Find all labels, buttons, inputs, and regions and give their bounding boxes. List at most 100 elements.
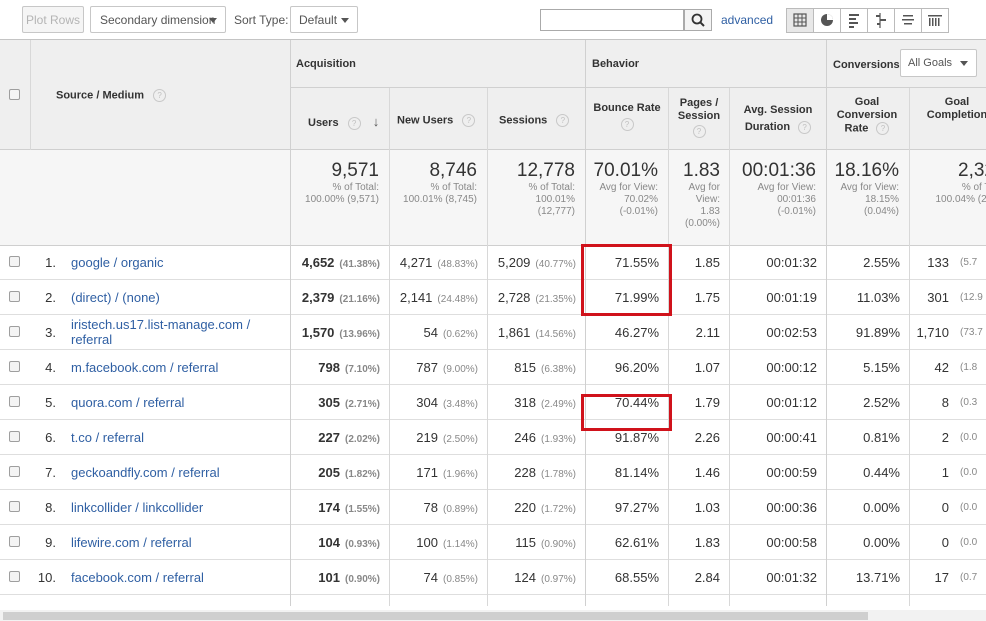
cell-new-users: 100 (1.14%) [389,535,478,550]
source-medium-link[interactable]: lifewire.com / referral [71,535,192,550]
row-checkbox[interactable] [9,501,20,512]
help-icon[interactable]: ? [798,120,812,134]
source-medium-link[interactable]: quora.com / referral [71,395,184,410]
total-pages-session: 1.83 Avg for View: 1.83 (0.00%) [668,160,720,230]
cell-percent: (0.97%) [540,574,576,585]
help-icon[interactable]: ? [462,114,476,127]
cell-percent: (2.71%) [344,399,380,410]
secondary-dimension-dropdown[interactable]: Secondary dimension [90,6,226,33]
cell-goal-completions: 2 [909,430,949,445]
source-medium-link[interactable]: facebook.com / referral [71,570,204,585]
cell-percent: (40.77%) [535,259,576,270]
cell-pages: 1.79 [694,395,720,410]
table-row: 8. linkcollider / linkcollider 174 (1.55%) 7… [0,490,986,525]
cell-percent: (6.38%) [540,364,576,375]
source-medium-link[interactable]: linkcollider / linkcollider [71,500,203,515]
comparison-view-button[interactable] [867,8,895,33]
col-sessions-header[interactable]: Sessions ? [499,114,570,127]
row-checkbox[interactable] [9,291,20,302]
total-duration-value: 00:01:36 [742,160,816,181]
row-checkbox[interactable] [9,256,20,267]
search-button[interactable] [684,9,712,31]
source-medium-text: google / organic [71,255,164,270]
total-pages-sub: Avg for [688,182,721,193]
source-medium-link[interactable]: google / organic [71,255,164,270]
goals-dropdown[interactable]: All Goals [900,49,977,77]
cell-value: 74 [423,570,438,585]
total-gc-sub: 100.04% (2,3 [935,194,986,205]
help-icon[interactable]: ? [347,116,361,130]
help-icon[interactable]: ? [692,125,706,138]
row-checkbox[interactable] [9,361,20,372]
cell-value: 2,379 [301,290,335,305]
row-checkbox[interactable] [9,326,20,337]
search-icon [691,13,705,27]
col-goal-completions-header[interactable]: Goal Completion [909,96,986,122]
table-row: 5. quora.com / referral 305 (2.71%) 304 (3.48… [0,385,986,420]
plot-rows-button[interactable]: Plot Rows [22,6,84,33]
cell-percent: (3.48%) [442,399,478,410]
dimension-header[interactable]: Source / Medium ? [56,89,167,102]
cell-goal-completions: 17 [909,570,949,585]
col-pages-label-2: Session [677,110,721,122]
cell-users: 104 (0.93%) [290,535,380,550]
cell-value: 17 [934,570,949,585]
total-gcr-sub: Avg for View: [840,182,899,193]
row-checkbox[interactable] [9,571,20,582]
cell-value: 104 [318,535,340,550]
source-medium-link[interactable]: (direct) / (none) [71,290,160,305]
cell-percent: (14.56%) [535,329,576,340]
source-medium-link[interactable]: iristech.us17.list-manage.com / referral [71,317,250,347]
total-gc-sub: % of To [961,182,986,193]
totals-row [0,150,986,245]
help-icon[interactable]: ? [556,114,570,127]
cell-gcr: 13.71% [855,570,900,585]
row-checkbox[interactable] [9,536,20,547]
source-medium-text: t.co / referral [71,430,144,445]
pie-view-button[interactable] [813,8,841,33]
source-medium-link[interactable]: geckoandfly.com / referral [71,465,220,480]
cell-sessions: 1,861 (14.56%) [487,325,576,340]
col-pages-session-header[interactable]: Pages / Session ? [668,97,730,138]
cell-users: 101 (0.90%) [290,570,380,585]
col-users-header[interactable]: Users ? ↓ [308,114,379,130]
sort-type-dropdown[interactable]: Default [290,6,358,33]
total-bounce-sub: Avg for View: [599,182,658,193]
advanced-filter-link[interactable]: advanced [721,13,774,27]
chevron-down-icon [341,18,349,23]
help-icon[interactable]: ? [620,118,634,131]
row-checkbox[interactable] [9,466,20,477]
row-checkbox[interactable] [9,431,20,442]
help-icon[interactable]: ? [153,89,167,102]
behavior-group-label: Behavior [592,58,640,70]
data-table: Source / Medium ? Acquisition Behavior C… [0,39,986,606]
term-cloud-view-button[interactable] [894,8,922,33]
row-checkbox[interactable] [9,396,20,407]
cell-percent: (0.90%) [344,574,380,585]
col-goal-conversion-rate-header[interactable]: Goal Conversion Rate ? [827,96,907,135]
source-medium-link[interactable]: m.facebook.com / referral [71,360,218,375]
cell-value: 227 [318,430,340,445]
cell-percent: (0.0 [960,537,978,548]
horizontal-scrollbar[interactable] [0,610,986,621]
table-view-button[interactable] [786,8,814,33]
pivot-view-button[interactable] [921,8,949,33]
cell-gcr: 11.03% [856,290,900,305]
cell-percent: (24.48%) [437,294,478,305]
scrollbar-thumb[interactable] [3,612,868,620]
col-bounce-rate-header[interactable]: Bounce Rate ? [586,102,668,131]
table-search-input[interactable] [540,9,684,31]
performance-view-button[interactable] [840,8,868,33]
select-all-checkbox[interactable] [9,89,20,100]
cell-duration: 00:01:19 [766,290,817,305]
cell-percent: (73.7 [960,327,983,338]
help-icon[interactable]: ? [876,122,890,135]
col-duration-header[interactable]: Avg. Session Duration ? [730,102,826,136]
total-pages-value: 1.83 [683,160,720,181]
col-new-users-header[interactable]: New Users ? [397,114,476,127]
total-bounce-sub: 70.02% [624,194,658,205]
source-medium-link[interactable]: t.co / referral [71,430,144,445]
cell-percent: (1.78%) [540,469,576,480]
cell-pages: 1.83 [694,535,720,550]
cell-value: 205 [318,465,340,480]
